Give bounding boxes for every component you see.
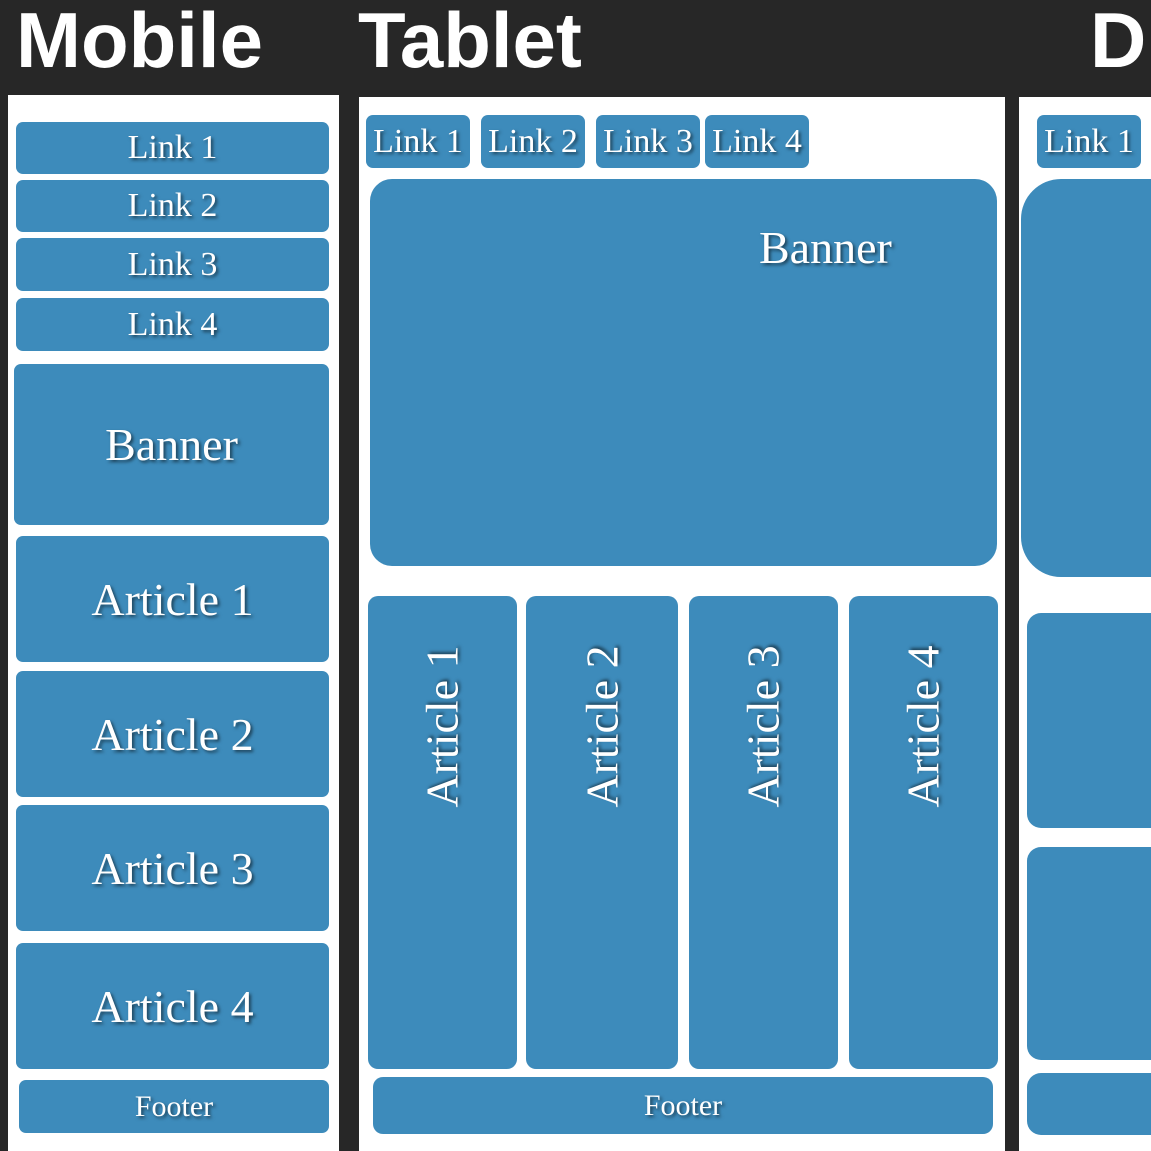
mobile-article-1: Article 1 — [16, 536, 329, 662]
tablet-article-4-label: Article 4 — [898, 644, 949, 808]
tablet-footer: Footer — [373, 1077, 993, 1134]
desktop-heading: D — [1090, 0, 1147, 84]
tablet-article-4: Article 4 — [849, 596, 998, 1069]
tablet-article-3: Article 3 — [689, 596, 838, 1069]
tablet-article-2-label: Article 2 — [576, 644, 628, 808]
mobile-banner: Banner — [14, 364, 329, 525]
tablet-link-2[interactable]: Link 2 — [481, 115, 585, 168]
mobile-article-2: Article 2 — [16, 671, 329, 797]
tablet-article-3-label: Article 3 — [738, 644, 789, 808]
tablet-banner-label: Banner — [759, 222, 892, 273]
mobile-link-1[interactable]: Link 1 — [16, 122, 329, 174]
mobile-panel: Link 1 Link 2 Link 3 Link 4 Banner Artic… — [8, 95, 339, 1151]
tablet-article-1-label: Article 1 — [417, 644, 468, 808]
desktop-banner — [1021, 179, 1151, 577]
tablet-link-1[interactable]: Link 1 — [366, 115, 470, 168]
mobile-link-4[interactable]: Link 4 — [16, 298, 329, 351]
tablet-link-4[interactable]: Link 4 — [705, 115, 809, 168]
tablet-heading: Tablet — [358, 0, 582, 84]
desktop-article-1 — [1027, 613, 1151, 828]
mobile-heading: Mobile — [16, 0, 263, 84]
tablet-panel: Link 1 Link 2 Link 3 Link 4 Banner Artic… — [359, 97, 1005, 1151]
desktop-panel: Link 1 — [1019, 97, 1151, 1151]
desktop-article-2 — [1027, 847, 1151, 1060]
tablet-article-2: Article 2 — [526, 596, 678, 1069]
tablet-article-1: Article 1 — [368, 596, 517, 1069]
mobile-link-2[interactable]: Link 2 — [16, 180, 329, 232]
mobile-link-3[interactable]: Link 3 — [16, 238, 329, 291]
desktop-link-1[interactable]: Link 1 — [1037, 115, 1141, 168]
mobile-article-4: Article 4 — [16, 943, 329, 1069]
mobile-footer: Footer — [19, 1080, 329, 1133]
tablet-banner: Banner — [370, 179, 997, 566]
tablet-link-3[interactable]: Link 3 — [596, 115, 700, 168]
desktop-footer — [1027, 1073, 1151, 1135]
mobile-article-3: Article 3 — [16, 805, 329, 931]
